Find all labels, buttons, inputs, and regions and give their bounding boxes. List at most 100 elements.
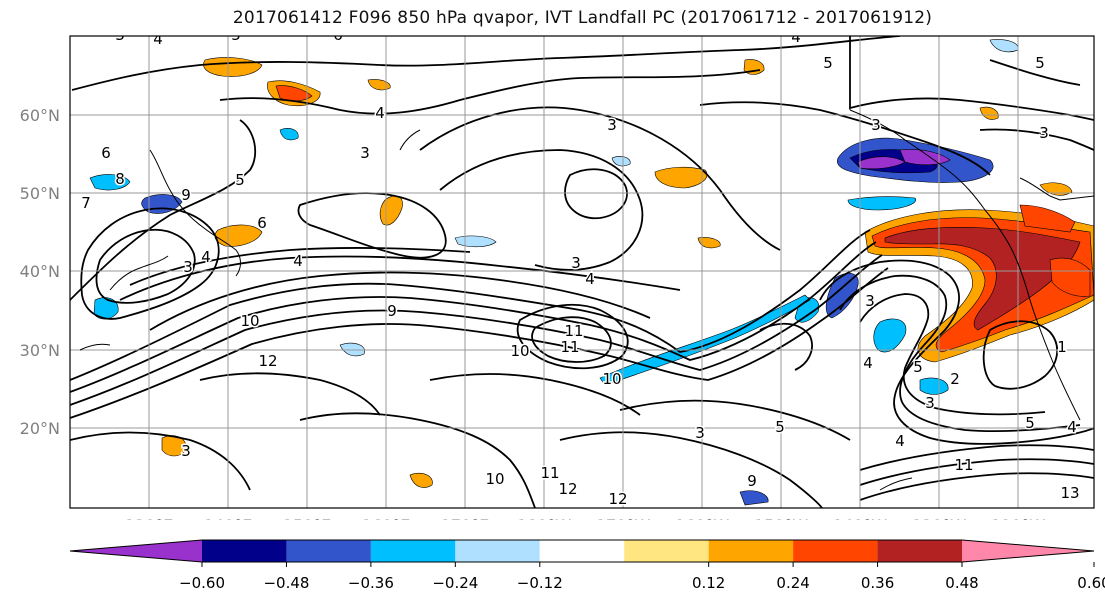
- map-title: 2017061412 F096 850 hPa qvapor, IVT Land…: [232, 8, 933, 28]
- contour-label: 7: [81, 194, 91, 212]
- colorbar-tick-label: 0.60: [1077, 574, 1105, 592]
- qvapor-anomaly-region: [899, 149, 951, 166]
- qvapor-anomaly-region: [739, 490, 769, 506]
- contour-label: 5: [775, 418, 785, 436]
- colorbar-tick-label: −0.12: [517, 574, 563, 592]
- latitude-label: 20°N: [20, 419, 60, 438]
- contour-label: 11: [560, 338, 579, 356]
- ivt-contour-line: [70, 241, 877, 393]
- contour-label: 4: [585, 270, 595, 288]
- coastline-segment: [79, 343, 111, 351]
- contour-label: 4: [201, 248, 211, 266]
- qvapor-anomaly-region: [409, 472, 433, 488]
- contour-label: 3: [115, 26, 125, 44]
- contour-label: 4: [153, 30, 163, 48]
- colorbar-swatch: [962, 540, 1094, 562]
- ivt-contour-line: [429, 373, 641, 416]
- qvapor-anomaly-region: [825, 272, 859, 319]
- longitude-label: 170°E: [441, 516, 490, 520]
- colorbar-swatch: [708, 540, 794, 562]
- longitude-label: 170°W: [596, 516, 651, 520]
- colorbar-tick-label: 0.48: [945, 574, 978, 592]
- colorbar-tick-label: −0.60: [179, 574, 225, 592]
- coastline-segment: [399, 129, 421, 151]
- contour-label: 11: [564, 322, 583, 340]
- contour-label: 4: [293, 252, 303, 270]
- ivt-contour-line: [759, 322, 813, 371]
- ivt-contours: [70, 36, 1094, 508]
- contour-label: 4: [895, 432, 905, 450]
- qvapor-anomaly-region: [884, 227, 1081, 331]
- coastline-segment: [849, 109, 1081, 421]
- latitude-label: 30°N: [20, 341, 60, 360]
- colorbar-swatch: [624, 540, 709, 562]
- contour-label: 3: [865, 292, 875, 310]
- qvapor-anomaly-region: [654, 166, 708, 189]
- ivt-contour-line: [516, 303, 629, 370]
- ivt-contour-line: [299, 412, 536, 508]
- ivt-contour-line: [564, 168, 628, 220]
- contour-label: 9: [747, 472, 757, 490]
- contour-label: 4: [1067, 418, 1077, 436]
- qvapor-anomaly-region: [93, 297, 119, 320]
- ivt-contour-line: [819, 259, 1094, 445]
- contour-label: 3: [695, 424, 705, 442]
- longitude-label: 180°W: [517, 516, 572, 520]
- ivt-contour-line: [859, 458, 1094, 486]
- contour-label: 3: [607, 116, 617, 134]
- colorbar-outline: [69, 539, 1095, 563]
- colorbar-swatch: [286, 540, 371, 562]
- ivt-contour-line: [989, 59, 1081, 86]
- ivt-contour-line: [70, 254, 883, 406]
- ivt-contour-line: [979, 128, 1094, 151]
- qvapor-anomaly-region: [367, 79, 391, 91]
- map-background: [70, 36, 1094, 508]
- qvapor-anomaly-region: [279, 128, 299, 141]
- contour-label: 4: [791, 28, 801, 46]
- longitude-label: 160°E: [362, 516, 411, 520]
- ivt-contour-line: [149, 271, 651, 331]
- latitude-label: 50°N: [20, 184, 60, 203]
- contour-label: 8: [115, 170, 125, 188]
- contour-label: 6: [257, 214, 267, 232]
- ivt-contour-line: [95, 228, 196, 304]
- coastline-segment: [109, 255, 169, 291]
- contour-label: 12: [608, 490, 627, 508]
- contour-label: 12: [558, 480, 577, 498]
- contour-label: 3: [571, 254, 581, 272]
- contour-label: 5: [1035, 54, 1045, 72]
- longitude-label: 160°W: [675, 516, 730, 520]
- colorbar-swatch: [539, 540, 625, 562]
- contour-label: 13: [1060, 484, 1079, 502]
- ivt-contour-line: [859, 472, 1094, 501]
- coastline-segment: [1019, 177, 1094, 201]
- contour-label: 5: [231, 26, 241, 44]
- ivt-contour-line: [439, 149, 644, 271]
- contour-label: 3: [181, 442, 191, 460]
- longitude-label: 130°W: [912, 516, 967, 520]
- contour-label: 5: [823, 54, 833, 72]
- ivt-contour-line: [559, 431, 823, 508]
- contour-label: 2: [950, 370, 960, 388]
- qvapor-anomaly-region: [89, 174, 131, 191]
- qvapor-anomaly-region: [214, 224, 263, 247]
- map-border: [69, 35, 1095, 509]
- qvapor-anomaly-region: [919, 377, 949, 395]
- ivt-contour-line: [70, 119, 257, 301]
- qvapor-anomaly-region: [1039, 182, 1073, 196]
- colorbar-tick-label: −0.36: [348, 574, 394, 592]
- colorbar-swatch: [455, 540, 540, 562]
- latitude-label: 40°N: [20, 262, 60, 281]
- contour-label: 12: [258, 352, 277, 370]
- contour-label: 3: [1039, 124, 1049, 142]
- colorbar-swatch: [202, 540, 287, 562]
- longitude-label: 120°W: [991, 516, 1046, 520]
- qvapor-anomaly-region: [611, 156, 631, 167]
- coastlines: [79, 36, 1094, 491]
- contour-label: 3: [925, 394, 935, 412]
- contour-label: 5: [913, 358, 923, 376]
- ivt-contour-line: [531, 316, 612, 363]
- longitude-labels: 130°E 140°E 150°E 160°E 170°E 180°W 170°W 160°W…: [125, 516, 1046, 520]
